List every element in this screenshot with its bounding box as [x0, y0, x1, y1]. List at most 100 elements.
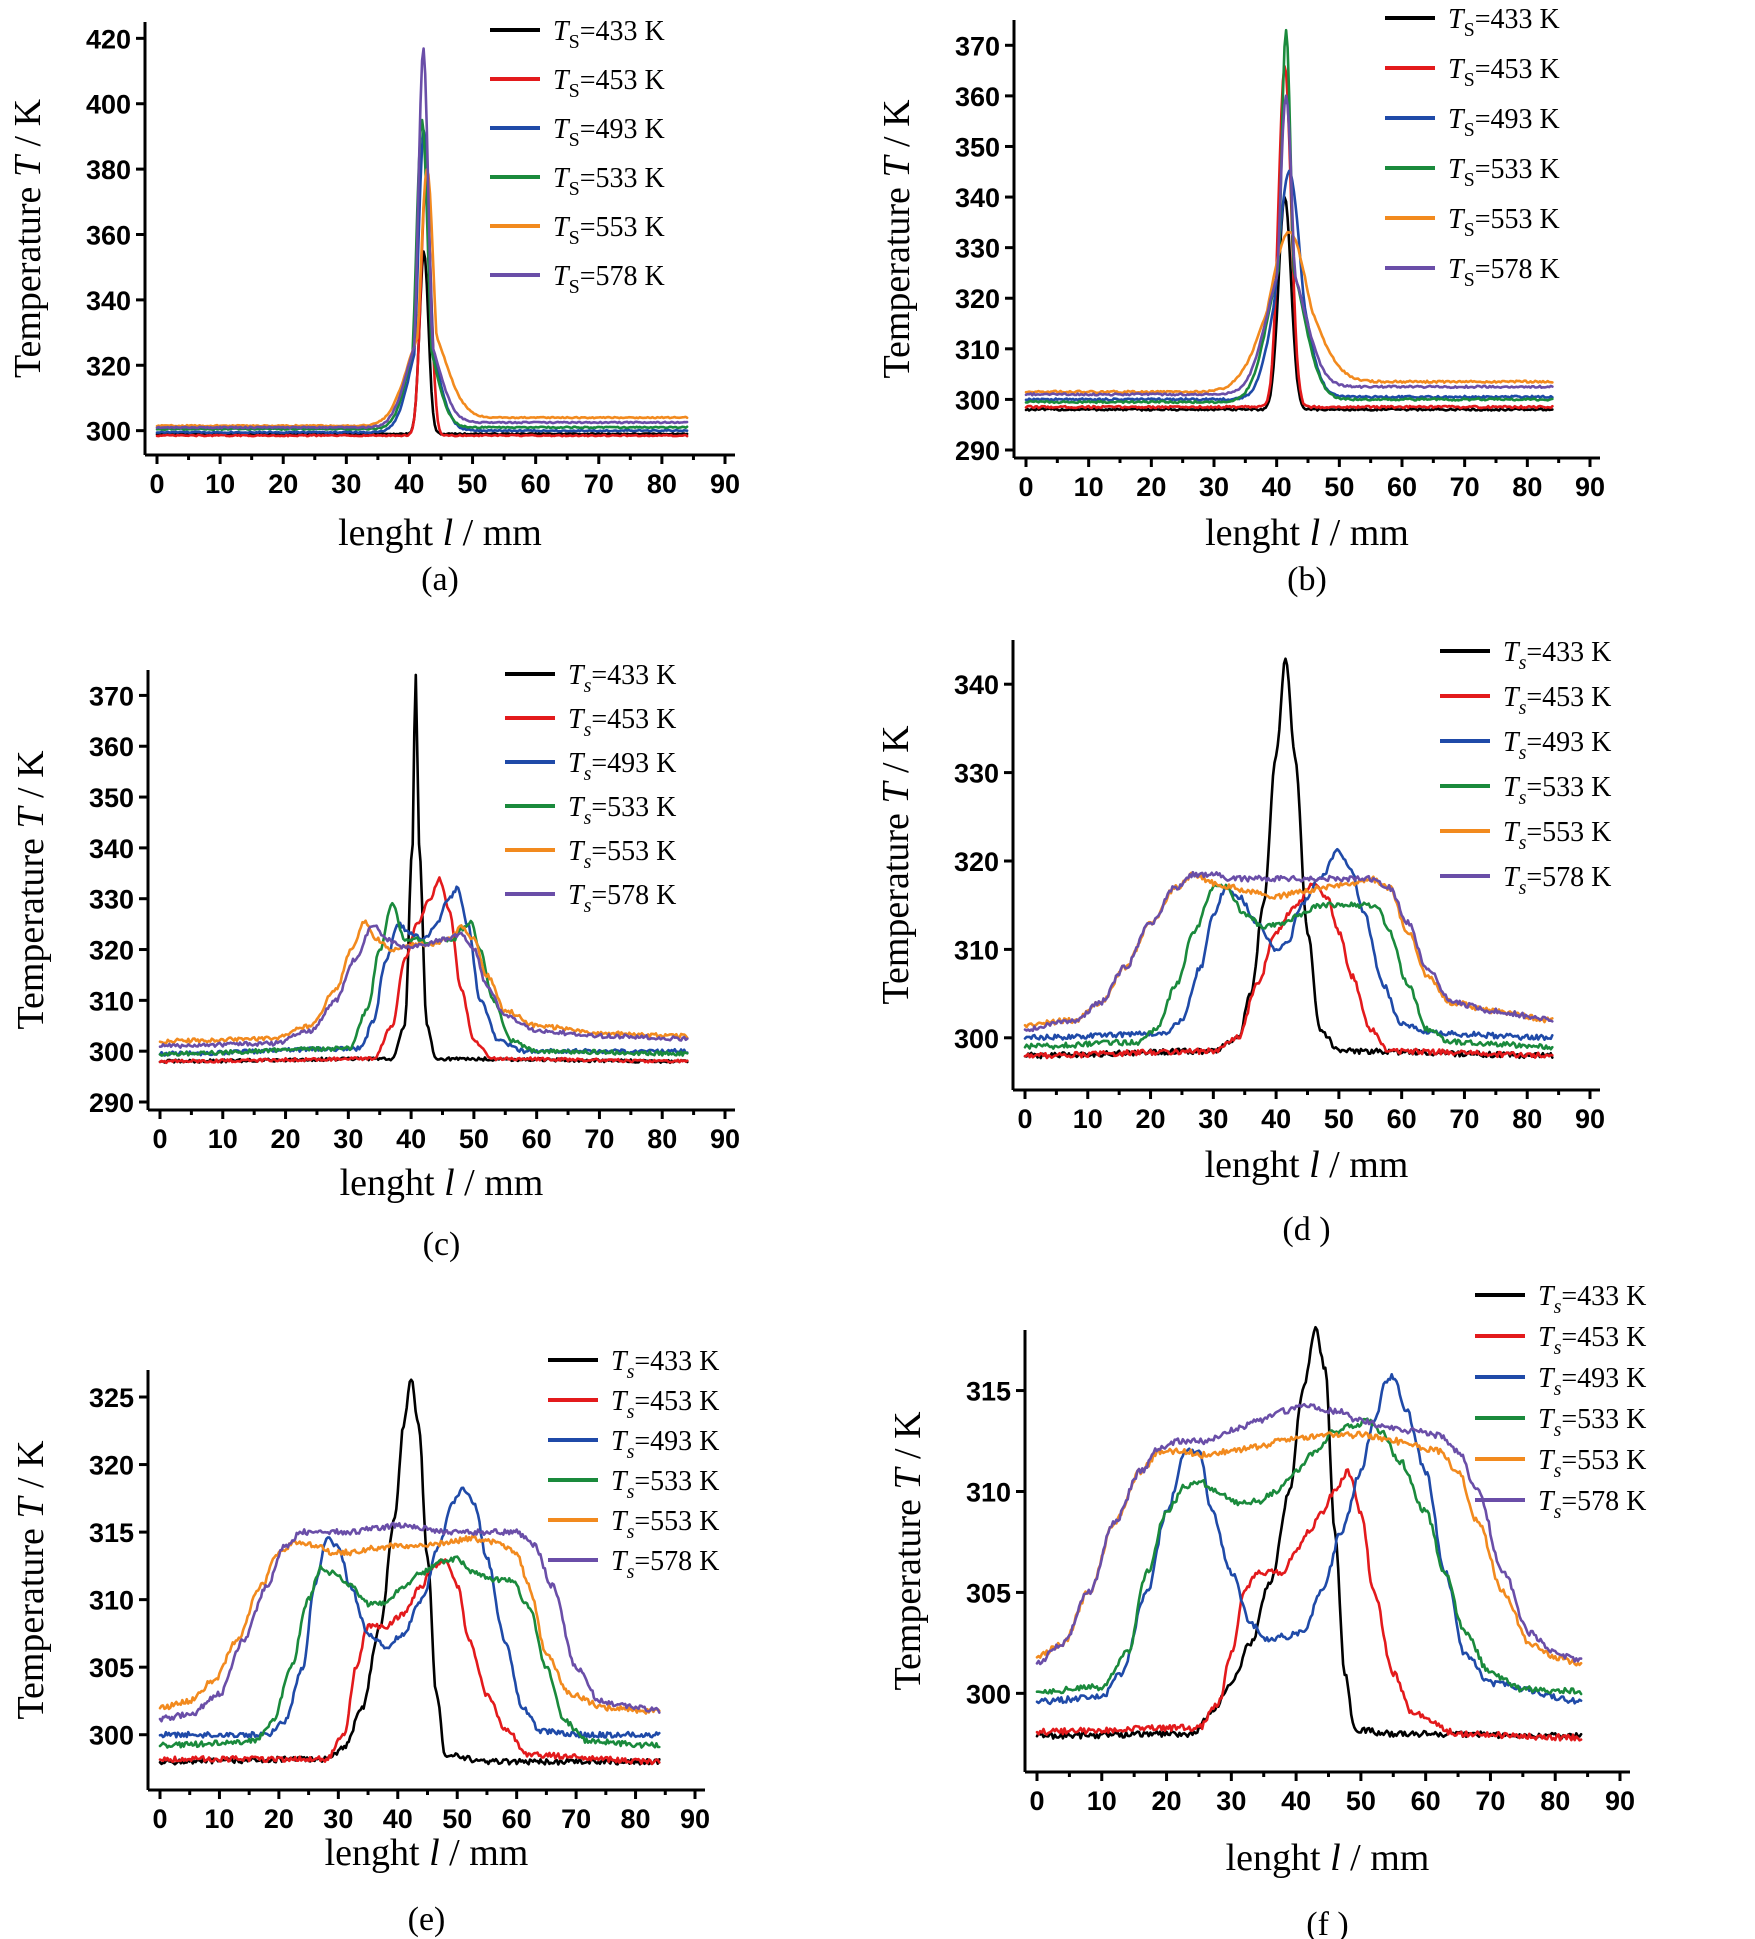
legend-entry: Ts=453 K [1538, 1322, 1646, 1359]
panel-label: (c) [423, 1226, 461, 1263]
legend-entry: Ts=533 K [568, 792, 676, 829]
y-tick-label: 300 [955, 385, 1000, 415]
x-tick-label: 30 [1198, 1104, 1228, 1134]
y-axis-title: Temperature T / K [875, 725, 917, 1005]
x-tick-label: 40 [1261, 1104, 1291, 1134]
panel-label: (e) [408, 1901, 446, 1938]
series-line-e-453k [158, 1558, 661, 1766]
series-line-c-533k [158, 901, 689, 1057]
x-tick-label: 80 [621, 1804, 651, 1834]
chart-panel-a: 0 10 20 30 40 50 60 70 80 90 300 320 340 360 380 400 420… [7, 16, 740, 598]
legend: TS=433 K TS=453 K TS=493 K TS=533 K TS=553 K… [490, 16, 665, 298]
x-tick-label: 90 [1605, 1786, 1635, 1816]
y-tick-label: 300 [966, 1679, 1011, 1709]
series-line-d-578k [1023, 870, 1554, 1033]
x-tick-label: 90 [710, 1124, 740, 1154]
x-tick-label: 30 [331, 469, 361, 499]
legend-entry: Ts=493 K [1538, 1363, 1646, 1400]
x-tick-label: 90 [1575, 472, 1605, 502]
legend-entry: TS=433 K [1448, 4, 1560, 41]
legend-entry: Ts=578 K [1538, 1486, 1646, 1523]
x-tick-label: 10 [1073, 1104, 1103, 1134]
x-tick-label: 50 [1324, 1104, 1354, 1134]
series-line-f-553k [1035, 1430, 1583, 1667]
y-tick-label: 300 [954, 1024, 999, 1054]
series-line-c-453k [158, 876, 689, 1065]
series-line-f-433k [1035, 1325, 1583, 1740]
x-axis-title: lenght l / mm [1205, 512, 1409, 554]
series-line-f-493k [1035, 1373, 1583, 1706]
legend: Ts=433 KTs=453 KTs=493 KTs=533 KTs=553 K… [1475, 1281, 1646, 1523]
chart-panel-b: 0 10 20 30 40 50 60 70 80 90 290 300 310 320 330 340 350… [876, 4, 1605, 598]
x-tick-label: 0 [152, 1804, 167, 1834]
y-tick-label: 300 [89, 1721, 134, 1751]
y-axis-title: Temperature T / K [10, 1440, 52, 1720]
series-line-d-493k [1023, 847, 1554, 1041]
x-tick-label: 10 [204, 1804, 234, 1834]
legend-entry: Ts=433 K [1503, 637, 1611, 674]
legend-entry: TS=553 K [553, 212, 665, 249]
legend-entry: TS=453 K [553, 65, 665, 102]
y-tick-label: 325 [89, 1383, 134, 1413]
x-axis-title: lenght l / mm [325, 1832, 529, 1874]
x-tick-label: 60 [502, 1804, 532, 1834]
y-tick-label: 370 [89, 681, 134, 711]
x-tick-label: 50 [1346, 1786, 1376, 1816]
x-tick-label: 60 [1387, 1104, 1417, 1134]
x-tick-label: 40 [394, 469, 424, 499]
y-tick-label: 320 [954, 847, 999, 877]
x-axis-title: lenght l / mm [338, 512, 542, 554]
legend: TS=433 K TS=453 K TS=493 K TS=533 K TS=553 K… [1385, 4, 1560, 291]
x-tick-label: 20 [1136, 472, 1166, 502]
legend-entry: Ts=578 K [568, 880, 676, 917]
y-tick-label: 320 [89, 936, 134, 966]
y-tick-label: 310 [966, 1477, 1011, 1507]
series-line-a-578k [155, 47, 689, 430]
series-line-e-553k [158, 1535, 661, 1715]
x-tick-label: 50 [459, 1124, 489, 1154]
legend-entry: TS=578 K [1448, 254, 1560, 291]
y-tick-label: 350 [89, 783, 134, 813]
panel-label: (b) [1287, 561, 1327, 598]
legend-entry: TS=553 K [1448, 204, 1560, 241]
x-tick-label: 20 [1152, 1786, 1182, 1816]
y-tick-label: 305 [966, 1578, 1011, 1608]
x-tick-label: 30 [1216, 1786, 1246, 1816]
y-tick-label: 290 [955, 436, 1000, 466]
x-tick-label: 20 [1136, 1104, 1166, 1134]
series-line-d-453k [1023, 882, 1554, 1060]
y-tick-label: 310 [89, 1586, 134, 1616]
y-axis-title: Temperature T / K [887, 1411, 929, 1691]
legend-entry: Ts=433 K [568, 660, 676, 697]
series-line-e-578k [158, 1521, 661, 1723]
x-tick-label: 80 [647, 1124, 677, 1154]
y-tick-label: 370 [955, 31, 1000, 61]
series-line-c-578k [158, 924, 689, 1049]
x-tick-label: 60 [1411, 1786, 1441, 1816]
x-tick-label: 0 [152, 1124, 167, 1154]
x-tick-label: 10 [1087, 1786, 1117, 1816]
panel-label: (a) [421, 561, 459, 598]
legend-entry: Ts=533 K [1503, 772, 1611, 809]
y-tick-label: 350 [955, 132, 1000, 162]
y-tick-label: 360 [89, 732, 134, 762]
legend-entry: Ts=533 K [1538, 1404, 1646, 1441]
x-tick-label: 40 [1281, 1786, 1311, 1816]
y-tick-label: 300 [89, 1037, 134, 1067]
x-tick-label: 90 [710, 469, 740, 499]
y-axis-title: Temperature T / K [7, 98, 49, 378]
x-tick-label: 50 [442, 1804, 472, 1834]
series-line-f-578k [1035, 1402, 1583, 1666]
x-tick-label: 90 [680, 1804, 710, 1834]
legend-entry: TS=493 K [1448, 104, 1560, 141]
y-tick-label: 330 [955, 234, 1000, 264]
legend: Ts=433 KTs=453 KTs=493 KTs=533 KTs=553 K… [548, 1346, 719, 1583]
x-tick-label: 30 [1199, 472, 1229, 502]
legend-entry: Ts=553 K [1503, 817, 1611, 854]
x-axis-title: lenght l / mm [1205, 1144, 1409, 1186]
x-tick-label: 0 [1017, 1104, 1032, 1134]
legend-entry: TS=453 K [1448, 54, 1560, 91]
series-line-e-433k [158, 1378, 661, 1766]
series-line-b-433k [1024, 195, 1554, 412]
series-line-a-493k [155, 129, 689, 435]
